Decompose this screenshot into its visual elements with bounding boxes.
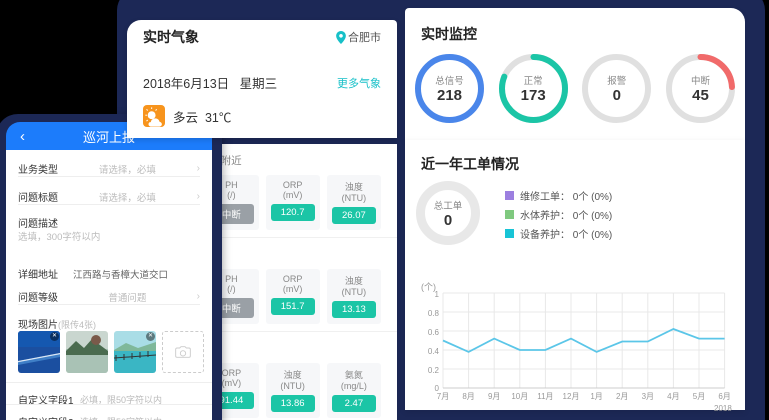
svg-text:4月: 4月 <box>667 392 679 401</box>
svg-text:0.8: 0.8 <box>428 309 440 318</box>
svg-text:1: 1 <box>435 290 440 299</box>
svg-text:9月: 9月 <box>488 392 500 401</box>
svg-text:3月: 3月 <box>642 392 654 401</box>
svg-text:6月: 6月 <box>718 392 730 401</box>
svg-text:10月: 10月 <box>511 392 528 401</box>
svg-text:5月: 5月 <box>693 392 705 401</box>
svg-text:0.2: 0.2 <box>428 366 440 375</box>
svg-text:2018: 2018 <box>714 404 732 413</box>
svg-text:7月: 7月 <box>437 392 449 401</box>
svg-text:12月: 12月 <box>563 392 580 401</box>
svg-text:1月: 1月 <box>590 392 602 401</box>
svg-text:0.4: 0.4 <box>428 347 440 356</box>
svg-text:11月: 11月 <box>537 392 553 401</box>
svg-text:2月: 2月 <box>616 392 628 401</box>
svg-text:8月: 8月 <box>462 392 474 401</box>
svg-text:0.6: 0.6 <box>428 328 440 337</box>
